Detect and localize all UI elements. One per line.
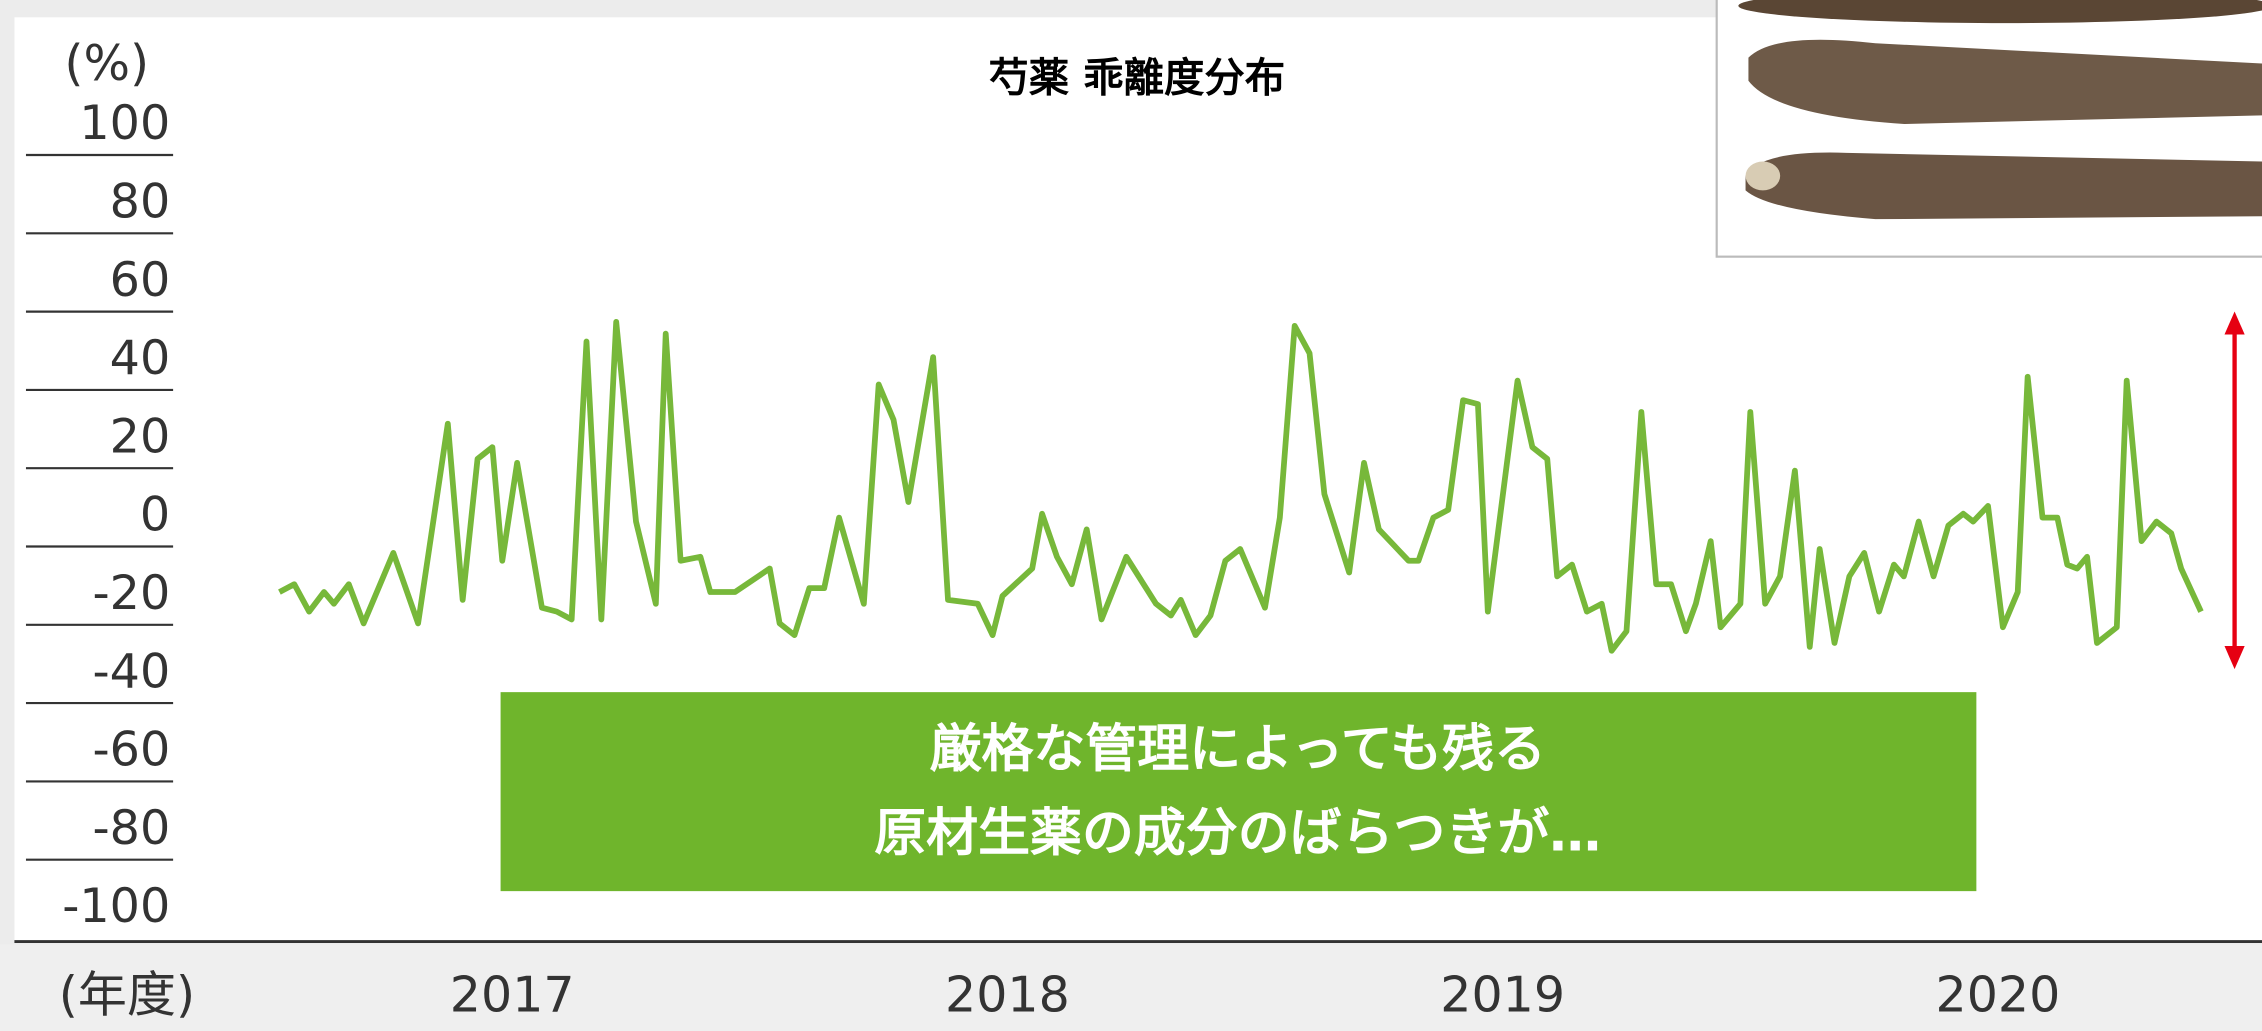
y-tick-label: -20 [92,566,170,621]
root [1746,153,2262,220]
root-cut [1746,161,1781,190]
y-tick-label: 40 [110,331,171,386]
annotation: 厳格な管理によっても残る [930,720,1546,780]
x-tick-label: 2018 [945,965,1070,1023]
y-tick-label: -100 [62,879,170,934]
page: (%) (年度) 芍薬 乖離度分布 -100 -80 -60 -40 -20 0 20 40 6… [0,0,2262,1031]
annotation: 原材生薬の成分のばらつきが… [874,803,1601,863]
y-tick-label: 0 [140,488,170,543]
x-tick-label: 2019 [1440,965,1565,1023]
x-tick-label: 2020 [1936,965,2061,1023]
y-unit: (%) [64,34,149,92]
y-tick-label: 20 [110,409,171,464]
photo [1717,0,2262,257]
y-tick-label: -40 [92,644,170,699]
y-tick-label: 100 [79,96,170,151]
chart: (%) (年度) 芍薬 乖離度分布 -100 -80 -60 -40 -20 0 20 40 6… [0,0,2262,1031]
x-tick-label: 2017 [450,965,575,1023]
x-unit: (年度) [59,965,195,1023]
y-tick-label: 60 [110,253,171,308]
y-tick-label: 80 [110,174,171,229]
axis-band [0,944,2262,1031]
chart-title: 芍薬 乖離度分布 [988,55,1285,102]
y-tick-label: -80 [92,801,170,856]
y-tick-label: -60 [92,723,170,778]
